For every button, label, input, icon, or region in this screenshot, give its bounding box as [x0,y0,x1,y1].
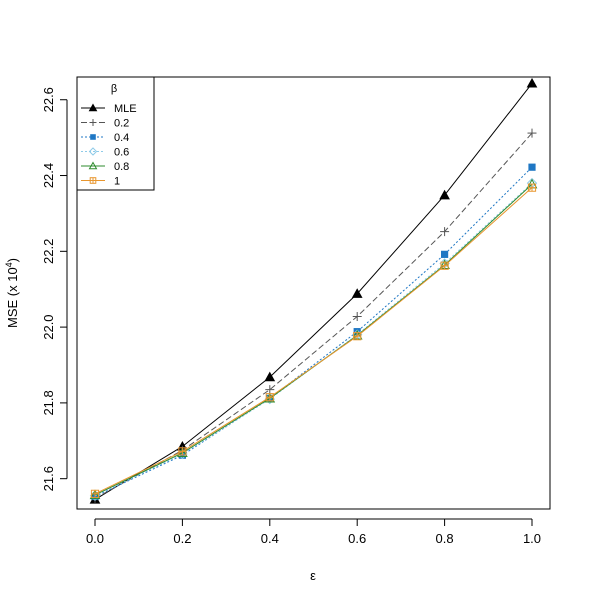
x-axis: 0.0 0.2 0.4 0.6 0.8 1.0 [86,518,541,546]
plot-frame [76,76,551,510]
data-point-1-5 [527,183,537,192]
series-line-0.4 [94,166,533,497]
x-tick-label: 0.4 [261,531,279,546]
data-point-0.2-4 [440,227,450,237]
legend-label-MLE: MLE [114,103,137,115]
y-tick-label: 22.6 [41,87,56,112]
data-point-1-3 [353,332,362,341]
x-tick-label: 0.2 [173,531,191,546]
x-axis-title: ε [310,568,316,583]
legend-item-0.8: 0.8 [81,161,129,173]
data-point-MLE-3 [351,288,363,298]
legend-box [76,76,155,191]
legend-item-0.6: 0.6 [81,147,129,159]
legend-label-0.4: 0.4 [114,132,129,144]
data-point-MLE-5 [526,77,538,88]
legend-marker-0.4 [90,134,96,140]
data-point-1-1 [178,447,187,456]
legend-item-0.2: 0.2 [81,118,129,130]
legend-marker-MLE [88,103,98,112]
legend-item-0.4: 0.4 [81,132,129,144]
x-tick-label: 0.8 [436,531,454,546]
series-line-0.6 [94,182,533,497]
x-tick-label: 0.6 [348,531,366,546]
y-axis-title: MSE (x 104) [4,258,20,328]
plot-marks [89,77,538,504]
data-point-0.8-2 [264,392,276,403]
data-point-1-4 [440,261,449,270]
legend-label-0.2: 0.2 [114,118,129,130]
legend-marker-0.8 [88,161,98,170]
y-tick-label: 22.4 [41,163,56,188]
data-point-MLE-4 [439,189,450,200]
y-axis-title-main: MSE (x 10 [5,267,20,328]
legend-marker-0.2 [89,119,97,126]
legend-item-MLE: MLE [81,103,137,115]
legend-marker-0.6 [88,147,98,156]
y-axis-title-exponent: 4 [4,262,14,267]
y-tick-label: 21.6 [41,466,56,491]
legend-title: β [111,83,117,95]
legend-label-1: 1 [114,176,120,188]
data-point-0.2-3 [352,311,362,321]
x-tick-label: 0.0 [86,531,104,546]
data-point-1-0 [90,489,100,498]
data-point-0.8-0 [89,489,101,500]
y-tick-label: 21.8 [41,390,56,415]
y-axis-title-close: ) [5,258,20,262]
data-point-MLE-2 [264,371,276,382]
legend-label-0.6: 0.6 [114,147,129,159]
y-axis: 21.6 21.8 22.0 22.2 22.4 22.6 [41,87,68,491]
y-tick-label: 22.0 [41,314,56,339]
series-line-1 [94,187,533,495]
data-point-1-2 [265,393,274,402]
series-line-MLE [94,83,533,500]
legend-item-1: 1 [81,176,120,188]
legend-label-0.8: 0.8 [114,161,129,173]
legend: β MLE 0.2 0.4 0.6 0.8 1 [76,76,155,191]
data-point-0.4-4 [441,250,449,258]
legend-marker-1 [89,177,97,184]
series-1 [90,183,537,498]
y-tick-label: 22.2 [41,239,56,264]
data-point-0.2-2 [265,385,275,395]
data-point-0.4-5 [528,163,536,171]
data-point-0.2-5 [527,128,537,138]
x-tick-label: 1.0 [523,531,541,546]
